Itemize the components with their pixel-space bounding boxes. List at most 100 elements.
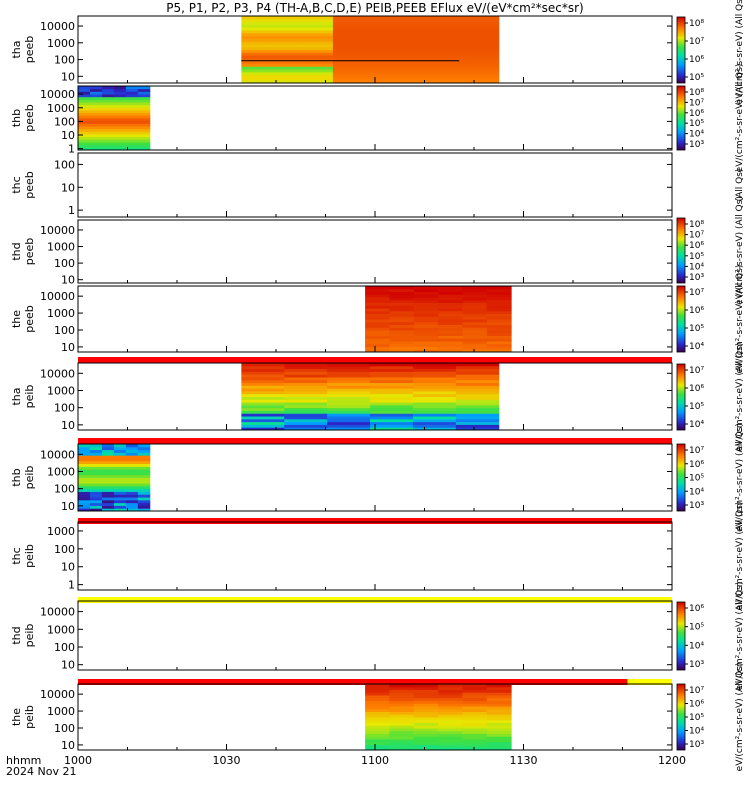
- spectrogram-cell: [78, 469, 91, 473]
- ytick-label: 1000: [47, 37, 75, 50]
- spectrogram-cell: [471, 32, 500, 37]
- spectrogram-cell: [271, 52, 288, 56]
- spectrogram-cell: [137, 131, 151, 135]
- spectrogram-cell: [256, 57, 273, 62]
- spectrogram-cell: [113, 494, 127, 498]
- spectrogram-cell: [89, 444, 103, 448]
- spectrogram-cell: [113, 485, 127, 490]
- spectrogram-cell: [113, 128, 127, 132]
- spectrogram-cell: [256, 63, 273, 67]
- x-axis-unit: hhmm: [6, 754, 42, 767]
- spectrogram-cell: [365, 346, 390, 350]
- ytick-label: 100: [54, 115, 75, 128]
- spectrogram-cell: [317, 16, 334, 20]
- spectrogram-cell: [370, 399, 414, 403]
- spectrogram-cell: [462, 286, 488, 290]
- spectrogram-cell: [388, 57, 417, 62]
- panel-thc-peib: 1000 100 10 1 thc peib eV/(cm²-s-sr-eV) (All Q…: [10, 502, 745, 611]
- spectrogram-cell: [471, 57, 500, 62]
- spectrogram-cell: [438, 700, 463, 704]
- panel-label-product: peeb: [23, 238, 36, 266]
- spectrogram-cell: [241, 69, 258, 73]
- spectrogram-cell: [101, 94, 115, 98]
- colorbar-tick-label: 10⁶: [689, 55, 704, 65]
- spectrogram-cell: [137, 134, 151, 138]
- spectrogram-cell: [327, 371, 371, 375]
- spectrogram-cell: [327, 407, 371, 411]
- colorbar-tick-label: 10⁷: [689, 446, 704, 456]
- spectrogram-cell: [412, 393, 457, 397]
- spectrogram-cell: [101, 107, 115, 111]
- spectrogram-cell: [125, 502, 139, 506]
- spectrogram-cell: [271, 32, 288, 37]
- ytick-label: 100: [54, 54, 75, 67]
- spectrogram-cell: [327, 393, 371, 397]
- spectrogram-cell: [89, 136, 103, 140]
- spectrogram-cell: [455, 407, 500, 411]
- spectrogram-cell: [455, 393, 500, 397]
- spectrogram-cell: [455, 402, 500, 406]
- spectrogram-cell: [302, 77, 319, 81]
- spectrogram-cell: [89, 139, 103, 143]
- spectrogram-cell: [78, 94, 91, 98]
- spectrogram-cell: [443, 46, 472, 50]
- spectrogram-cell: [415, 80, 444, 84]
- spectrogram-cell: [284, 407, 328, 411]
- chart-title: P5, P1, P2, P3, P4 (TH-A,B,C,D,E) PEIB,P…: [166, 1, 584, 15]
- spectrogram-cell: [89, 88, 103, 92]
- spectrogram-cell: [256, 24, 273, 28]
- spectrogram-cell: [486, 692, 512, 696]
- spectrogram-cell: [413, 739, 439, 743]
- spectrogram-cell: [89, 102, 103, 106]
- spectrogram-cell: [327, 376, 371, 381]
- spectrogram-cell: [455, 368, 500, 372]
- spectrogram-cell: [360, 41, 389, 45]
- spectrogram-cell: [413, 349, 439, 353]
- spectrogram-cell: [370, 385, 414, 389]
- spectrogram-cell: [241, 52, 258, 56]
- spectrogram-cell: [413, 321, 439, 325]
- colorbar-tick-label: 10⁷: [689, 366, 704, 376]
- spectrogram-cell: [412, 379, 457, 384]
- spectrogram-cell: [462, 708, 488, 712]
- spectrogram-cell: [471, 80, 500, 84]
- spectrogram-cell: [471, 24, 500, 28]
- spectrogram-cell: [125, 480, 139, 484]
- spectrogram-cell: [360, 66, 389, 70]
- spectrogram-cell: [462, 744, 488, 748]
- spectrogram-cell: [327, 399, 371, 403]
- spectrogram-cell: [302, 60, 319, 64]
- spectrogram-cell: [89, 460, 103, 465]
- spectrogram-cell: [365, 741, 390, 745]
- spectrogram-cell: [332, 60, 362, 64]
- spectrogram-cell: [438, 711, 463, 715]
- spectrogram-cell: [389, 695, 415, 699]
- spectrogram-cell: [455, 421, 500, 425]
- spectrogram-cell: [415, 18, 444, 23]
- spectrogram-cell: [413, 717, 439, 721]
- ytick-label: 100: [54, 257, 75, 270]
- spectrogram-cell: [101, 444, 115, 448]
- spectrogram-cell: [332, 35, 362, 39]
- spectrogram-cell: [462, 717, 488, 721]
- spectrogram-cell: [125, 136, 139, 140]
- spectrogram-cell: [137, 96, 151, 100]
- spectrogram-cell: [370, 363, 414, 367]
- spectrogram-cell: [287, 55, 303, 59]
- spectrogram-cell: [101, 126, 115, 130]
- spectrogram-cell: [125, 94, 139, 98]
- data-block-0: [241, 16, 334, 84]
- spectrogram-cell: [317, 74, 334, 78]
- spectrogram-cell: [317, 41, 334, 45]
- spectrogram-cell: [271, 41, 288, 45]
- ytick-label: 100: [54, 722, 75, 735]
- spectrogram-cell: [89, 491, 103, 495]
- spectrogram-cell: [486, 343, 512, 347]
- spectrogram-cell: [89, 115, 103, 119]
- spectrogram-cell: [365, 722, 390, 726]
- spectrogram-cell: [389, 714, 415, 718]
- spectrogram-cell: [455, 416, 500, 420]
- spectrogram-cell: [438, 714, 463, 718]
